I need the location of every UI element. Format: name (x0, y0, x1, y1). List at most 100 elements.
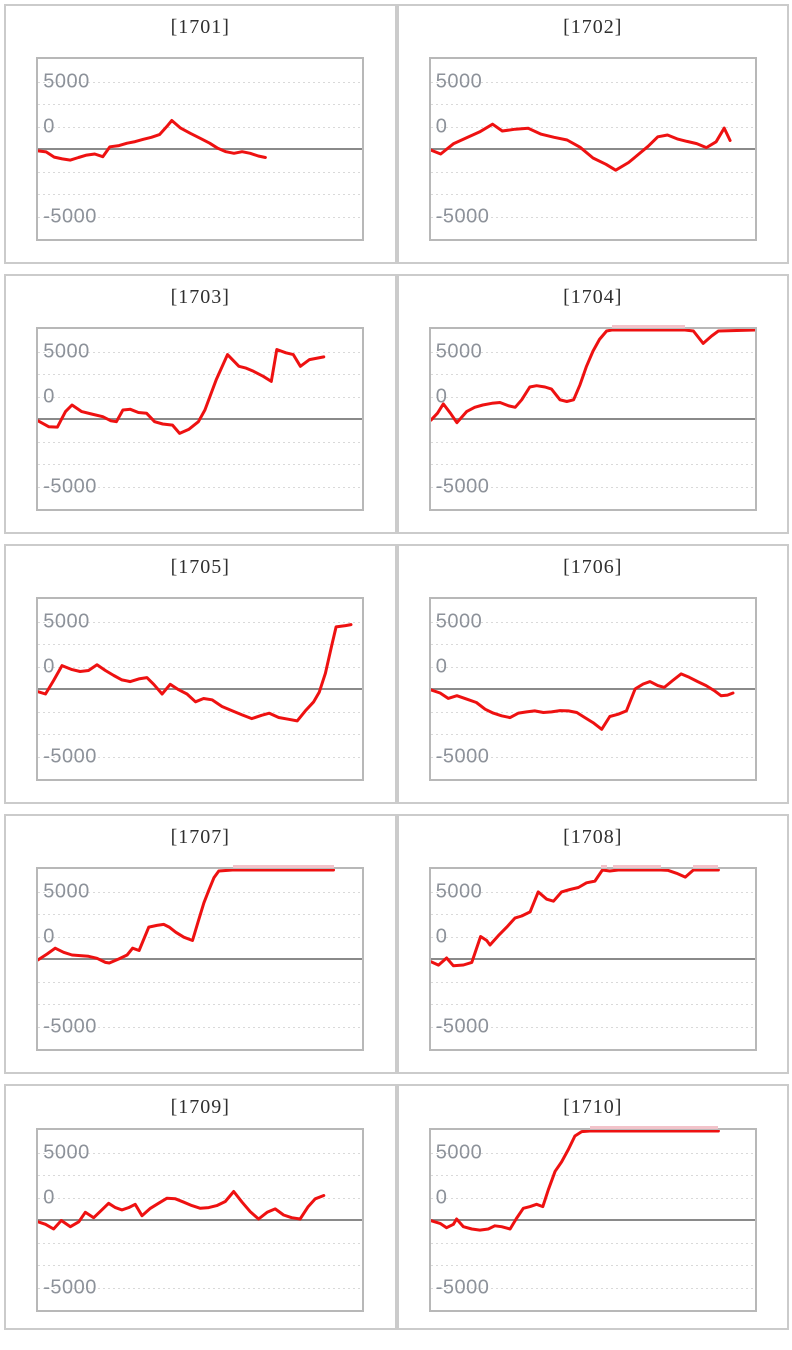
gridline (430, 486, 755, 488)
chart-title: [1707] (170, 826, 230, 848)
series-line (38, 623, 353, 723)
plot-area: 5000 0 -5000 (428, 1126, 757, 1312)
cap-line (589, 1126, 719, 1129)
series-line (430, 1130, 720, 1232)
chart-card: [1702] 5000 0 -5000 (396, 4, 789, 264)
gridline (430, 1197, 755, 1199)
y-tick-label-0: 0 (43, 385, 55, 407)
plot-area: 5000 0 -5000 (428, 597, 757, 781)
gridline (430, 891, 755, 893)
series-line (430, 672, 735, 731)
chart-title: [1706] (563, 556, 623, 578)
gridline (430, 1152, 755, 1154)
gridline (430, 194, 755, 195)
chart-row: [1703] 5000 0 -5000 [1704] 50 (4, 274, 789, 534)
zero-line (38, 1219, 363, 1221)
gridline (430, 711, 755, 713)
plot-area: 5000 0 -5000 (36, 1128, 365, 1312)
gridline (38, 891, 363, 893)
gridline (38, 396, 363, 398)
chart-row: [1707] 5000 0 -5000 [1708] 50 (4, 814, 789, 1074)
y-tick-label-5000: 5000 (43, 340, 90, 362)
gridline (430, 171, 755, 173)
chart-row: [1709] 5000 0 -5000 [1710] 50 (4, 1084, 789, 1330)
y-tick-label-5000: 5000 (435, 880, 483, 902)
chart-title: [1710] (563, 1096, 623, 1118)
y-tick-label-5000: 5000 (43, 1141, 90, 1163)
gridline (38, 1175, 363, 1176)
chart-card: [1704] 5000 0 -5000 (396, 274, 789, 534)
gridline (430, 1265, 755, 1266)
y-tick-label-0: 0 (435, 1186, 448, 1208)
gridline (38, 666, 363, 668)
plot-area: 5000 0 -5000 (36, 597, 365, 781)
y-tick-label-5000: 5000 (435, 340, 483, 362)
gridline (430, 666, 755, 668)
y-tick-label-5000: 5000 (43, 610, 90, 632)
zero-line (430, 1219, 755, 1221)
y-tick-label-neg5000: -5000 (435, 1015, 490, 1037)
chart-card: [1703] 5000 0 -5000 (4, 274, 397, 534)
cap-line (692, 865, 719, 868)
chart-title: [1702] (563, 16, 623, 38)
gridline (430, 396, 755, 398)
y-tick-label-neg5000: -5000 (43, 475, 97, 497)
y-tick-label-neg5000: -5000 (43, 1015, 97, 1037)
plot-area: 5000 0 -5000 (428, 865, 757, 1051)
gridline (38, 81, 363, 83)
gridline (430, 126, 755, 128)
gridline (38, 194, 363, 195)
y-tick-label-5000: 5000 (435, 1141, 483, 1163)
gridline (430, 936, 755, 938)
chart-card: [1708] 5000 0 -5000 (396, 814, 789, 1074)
gridline (430, 81, 755, 83)
chart-title: [1703] (170, 286, 230, 308)
chart-card: [1706] 5000 0 -5000 (396, 544, 789, 804)
y-tick-label-0: 0 (435, 925, 448, 947)
gridline (38, 1265, 363, 1266)
gridline (38, 1242, 363, 1244)
gridline (430, 914, 755, 915)
plot-area: 5000 0 -5000 (428, 57, 757, 241)
y-tick-label-neg5000: -5000 (435, 1276, 490, 1298)
chart-card: [1705] 5000 0 -5000 (4, 544, 397, 804)
y-tick-label-0: 0 (43, 1186, 55, 1208)
gridline (38, 486, 363, 488)
y-tick-label-0: 0 (435, 655, 448, 677)
gridline (38, 1004, 363, 1005)
y-tick-label-neg5000: -5000 (435, 475, 490, 497)
gridline (430, 1026, 755, 1028)
plot-area: 5000 0 -5000 (36, 57, 365, 241)
gridline (38, 1197, 363, 1199)
gridline (430, 1004, 755, 1005)
zero-line (38, 148, 363, 150)
gridline (38, 104, 363, 105)
gridline (38, 981, 363, 983)
zero-line (430, 418, 755, 420)
gridline (38, 756, 363, 758)
gridline (38, 1152, 363, 1154)
gridline (430, 734, 755, 735)
cap-line (612, 865, 662, 868)
series-line (38, 1190, 326, 1231)
y-tick-label-neg5000: -5000 (435, 205, 490, 227)
y-tick-label-0: 0 (43, 655, 55, 677)
gridline (38, 644, 363, 645)
chart-title: [1709] (170, 1096, 230, 1118)
gridline (38, 374, 363, 375)
gridline (430, 1287, 755, 1289)
plot-area: 5000 0 -5000 (428, 325, 757, 511)
gridline (430, 441, 755, 443)
chart-title: [1708] (563, 826, 623, 848)
zero-line (38, 958, 363, 960)
gridline (38, 734, 363, 735)
y-tick-label-0: 0 (435, 115, 448, 137)
series-line (430, 122, 732, 172)
gridline (430, 644, 755, 645)
cap-line (232, 865, 334, 868)
chart-card: [1709] 5000 0 -5000 (4, 1084, 397, 1330)
chart-row: [1705] 5000 0 -5000 [1706] 50 (4, 544, 789, 804)
chart-card: [1707] 5000 0 -5000 (4, 814, 397, 1074)
y-tick-label-5000: 5000 (43, 880, 90, 902)
